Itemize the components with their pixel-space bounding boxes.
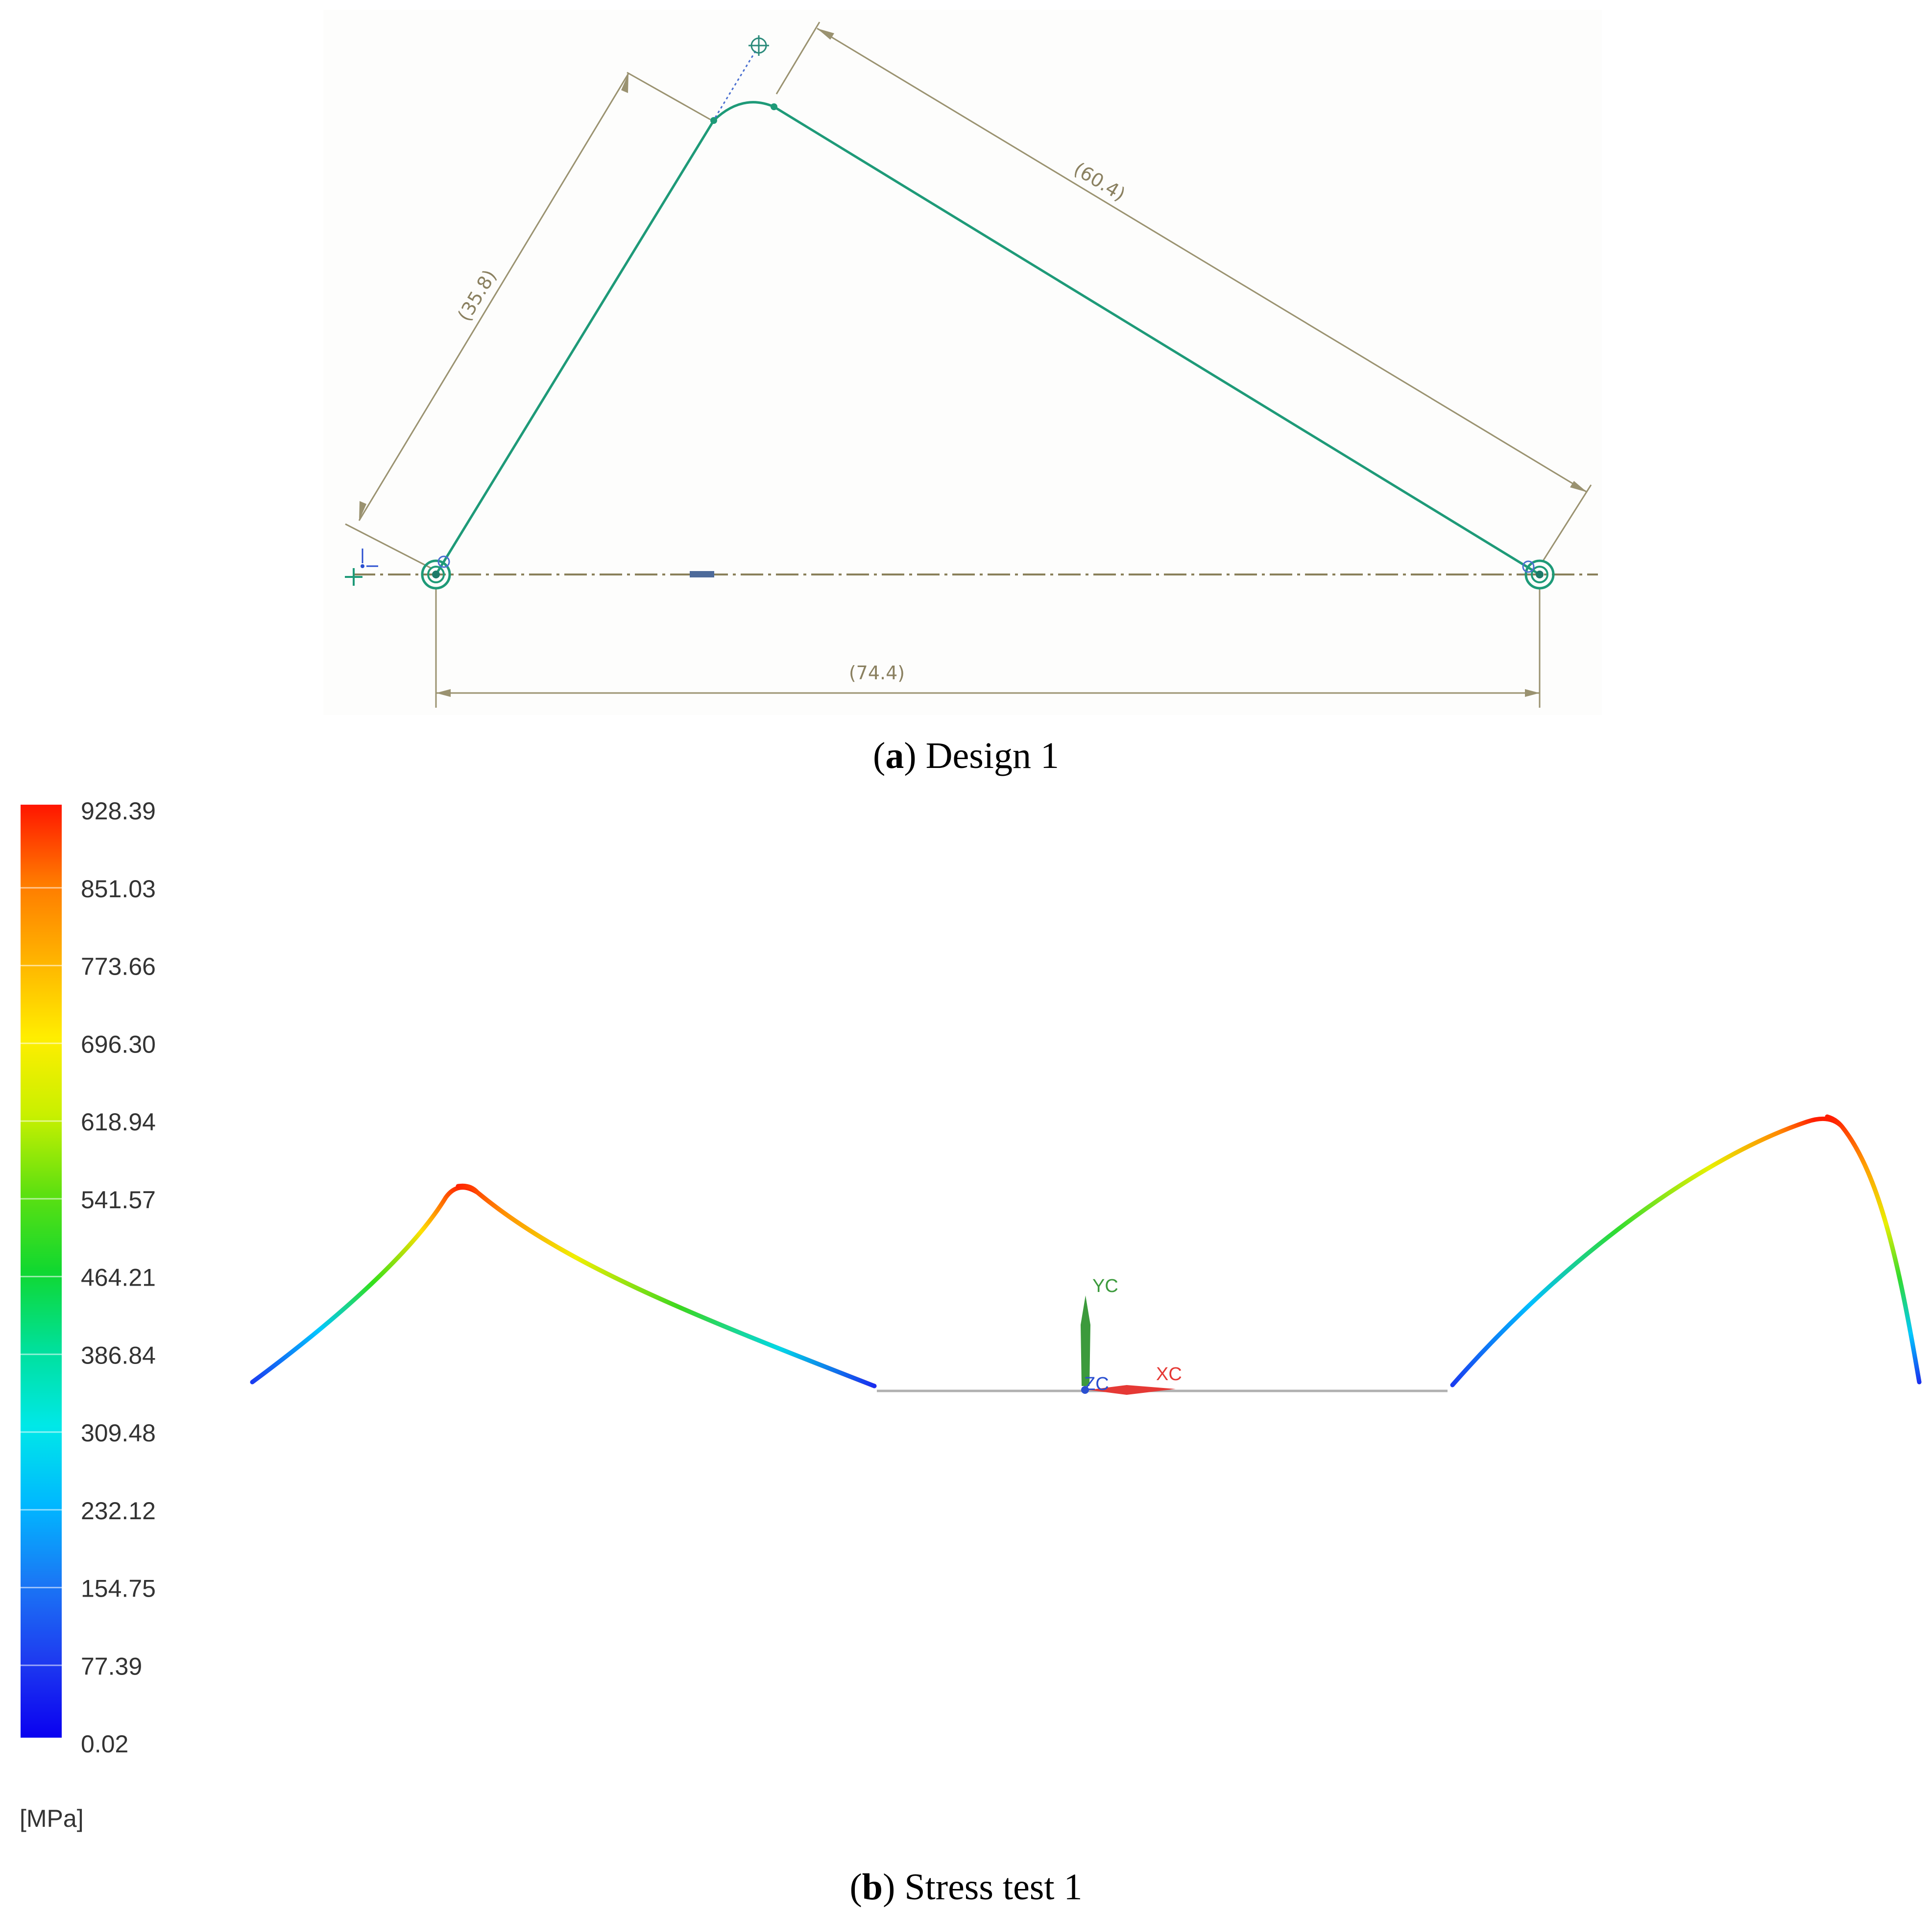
stress-legend-bar — [21, 805, 62, 1738]
zc-axis-point — [1081, 1386, 1089, 1394]
caption-b: (b) Stress test 1 — [849, 1866, 1082, 1908]
dimension-bottom — [435, 588, 1541, 708]
legend-labels: 928.39 851.03 773.66 696.30 618.94 541.57 464.… — [81, 797, 156, 1758]
legend-value-label: 232.12 — [81, 1497, 156, 1525]
design-sketch-panel: (35.8) (60.4) (74.4) — [323, 10, 1602, 715]
stress-result-panel: 928.39 851.03 773.66 696.30 618.94 541.57 464.… — [20, 797, 1922, 1832]
legend-value-label: 928.39 — [81, 797, 156, 825]
legend-ticks — [21, 887, 62, 1666]
legend-value-label: 851.03 — [81, 875, 156, 903]
caption-a: (a) Design 1 — [873, 735, 1059, 776]
pivot-left-icon — [421, 555, 451, 590]
deformed-link-left — [250, 1185, 877, 1388]
deformed-link-right-down — [1825, 1114, 1922, 1385]
legend-value-label: 696.30 — [81, 1030, 156, 1058]
xc-label: XC — [1156, 1364, 1182, 1385]
legend-value-label: 464.21 — [81, 1264, 156, 1291]
dimension-right — [775, 22, 1592, 561]
legend-value-label: 541.57 — [81, 1186, 156, 1214]
legend-value-label: 618.94 — [81, 1108, 156, 1136]
xc-axis-arrow — [1088, 1385, 1176, 1395]
sketch-origin-icon — [345, 549, 378, 586]
deformed-link-right — [1450, 1116, 1922, 1387]
yc-axis-arrow — [1081, 1295, 1090, 1386]
dimension-bottom-label: (74.4) — [849, 662, 905, 684]
centerline-marker — [690, 571, 714, 577]
legend-value-label: 386.84 — [81, 1341, 156, 1369]
deformed-link-left-down — [456, 1183, 877, 1388]
arc-center-leader — [714, 48, 758, 118]
pivot-right-icon — [1522, 559, 1555, 590]
legend-value-label: 773.66 — [81, 953, 156, 980]
sketch-background — [323, 10, 1602, 715]
zc-label: ZC — [1084, 1374, 1109, 1394]
vertex-point — [771, 103, 777, 110]
legend-unit: [MPa] — [20, 1805, 84, 1832]
legend-value-label: 154.75 — [81, 1575, 156, 1602]
vertex-point — [710, 117, 717, 124]
arc-center-icon — [749, 35, 769, 56]
legend-value-label: 309.48 — [81, 1419, 156, 1447]
legend-value-label: 0.02 — [81, 1730, 128, 1758]
dimension-left — [345, 72, 711, 569]
legend-value-label: 77.39 — [81, 1652, 142, 1680]
yc-label: YC — [1092, 1276, 1118, 1296]
sketch-profile — [435, 101, 1541, 576]
coordinate-triad: YC XC ZC — [1081, 1276, 1182, 1395]
